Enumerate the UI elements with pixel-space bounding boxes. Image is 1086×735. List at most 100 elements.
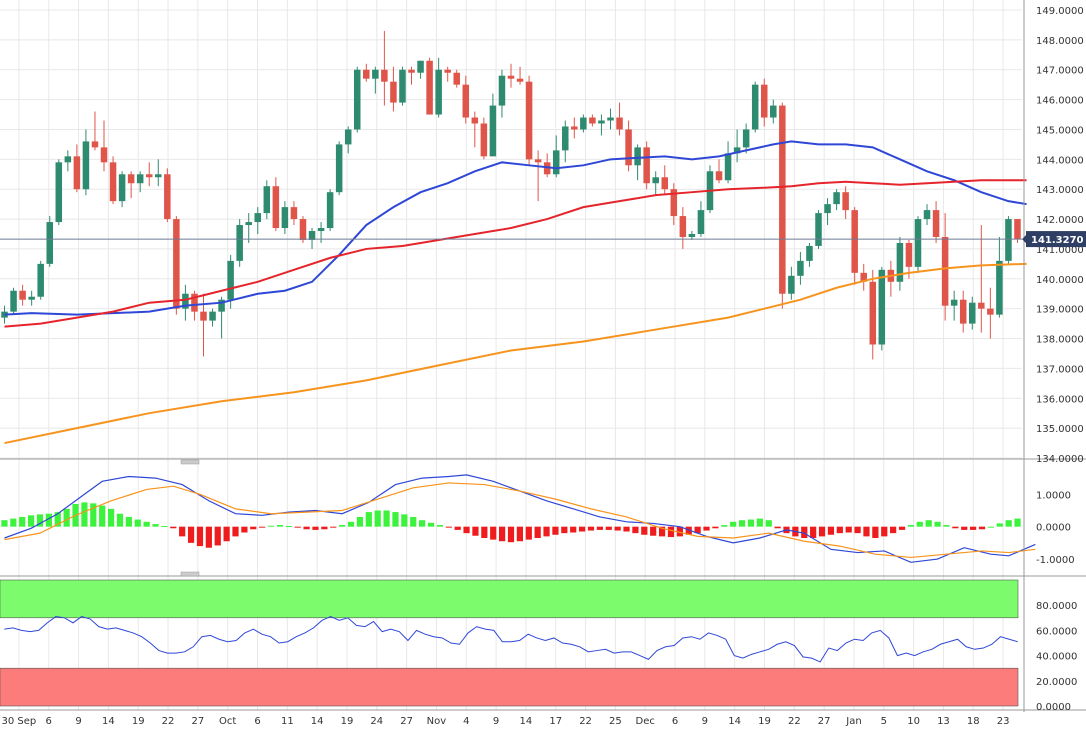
x-tick-label: 10 <box>907 716 920 727</box>
candle-body <box>344 129 352 145</box>
candle-body <box>824 204 831 214</box>
candle-body <box>136 174 144 184</box>
macd-histogram-bar <box>303 526 310 530</box>
x-tick-label: 5 <box>881 716 887 727</box>
x-tick-label: 22 <box>579 716 592 727</box>
macd-histogram-bar <box>730 521 737 527</box>
macd-histogram-bar <box>1014 518 1021 527</box>
candle-body <box>842 192 849 211</box>
macd-histogram-bar <box>419 520 426 527</box>
macd-histogram-bar <box>259 526 266 528</box>
candle-body <box>941 236 949 306</box>
macd-histogram-bar <box>214 526 221 546</box>
candle-body <box>453 72 460 85</box>
candle-body <box>552 150 560 175</box>
y-tick-label: 138.0000 <box>1036 335 1084 346</box>
candle-body <box>372 69 379 79</box>
macd-signal-line <box>4 482 1036 559</box>
x-tick-label: 14 <box>102 716 115 727</box>
macd-histogram-bar <box>685 526 692 535</box>
candle-body <box>46 222 53 264</box>
x-tick-label: 18 <box>967 716 980 727</box>
macd-histogram-bar <box>543 526 550 537</box>
macd-histogram-bar <box>561 526 568 534</box>
macd-histogram-bar <box>587 526 595 531</box>
candle-body <box>227 260 234 300</box>
candle-body <box>670 189 678 217</box>
x-tick-label: 27 <box>818 716 831 727</box>
candle-body <box>245 222 252 226</box>
macd-tick-label: 0.0000 <box>1036 523 1071 534</box>
macd-histogram-bar <box>445 526 452 528</box>
macd-histogram-bar <box>907 525 915 527</box>
y-tick-label: 143.0000 <box>1036 185 1084 196</box>
x-tick-label: 19 <box>341 716 354 727</box>
candle-body <box>516 78 524 82</box>
macd-histogram-bar <box>27 515 35 527</box>
candle-body <box>987 308 994 315</box>
candle-body <box>724 153 732 181</box>
candle-body <box>905 242 913 267</box>
macd-histogram-bar <box>552 526 559 535</box>
rsi-tick-label: 60.0000 <box>1036 626 1077 637</box>
candle-body <box>498 75 506 106</box>
x-tick-label: 6 <box>46 716 52 727</box>
macd-histogram-bar <box>45 513 52 527</box>
candles <box>1 30 1021 548</box>
x-tick-label: 9 <box>493 716 499 727</box>
candle-body <box>489 105 497 157</box>
candle-body <box>308 231 316 240</box>
macd-histogram-bar <box>401 514 408 527</box>
candle-body <box>408 69 415 73</box>
macd-histogram-bar <box>285 526 292 528</box>
candle-body <box>100 147 108 163</box>
candle-body <box>200 311 207 321</box>
macd-histogram-bar <box>747 519 755 527</box>
candle-body <box>399 69 406 103</box>
x-tick-label: 4 <box>463 716 469 727</box>
candle-body <box>896 242 904 282</box>
candle-body <box>851 210 858 273</box>
x-tick-label: 14 <box>311 716 324 727</box>
candle-body <box>688 234 696 237</box>
macd-histogram-bar <box>490 526 497 540</box>
axes <box>0 0 1086 712</box>
candle-body <box>733 147 741 154</box>
candle-body <box>779 105 786 294</box>
y-tick-label: 136.0000 <box>1036 394 1084 405</box>
candle-body <box>679 216 687 237</box>
candle-body <box>923 210 931 220</box>
x-tick-label: 14 <box>728 716 741 727</box>
candle-body <box>37 263 44 297</box>
macd-histogram-bar <box>978 526 986 530</box>
macd-histogram-bar <box>623 526 630 532</box>
candle-body <box>770 105 777 118</box>
candle-body <box>182 293 189 309</box>
y-tick-label: 140.0000 <box>1036 275 1084 286</box>
macd-histogram-bar <box>99 505 106 527</box>
candle-body <box>534 159 542 163</box>
candle-body <box>507 75 515 79</box>
macd-histogram-bar <box>996 523 1003 527</box>
candle-body <box>145 174 153 178</box>
macd-histogram-bar <box>845 526 852 533</box>
macd-histogram-bar <box>436 525 444 527</box>
candle-body <box>751 84 759 130</box>
candle-body <box>435 69 442 115</box>
candle-body <box>860 272 867 282</box>
macd-histogram-bar <box>143 521 150 527</box>
moving-average-line <box>4 262 1027 445</box>
indicator-lines <box>0 140 1036 663</box>
macd-histogram-bar <box>810 526 817 538</box>
candle-body <box>55 162 63 223</box>
macd-histogram-bar <box>836 526 843 534</box>
candle-body <box>218 299 225 312</box>
current-price-label: 141.3270 <box>1031 235 1084 246</box>
macd-histogram-bar <box>410 516 417 527</box>
candle-body <box>462 84 470 118</box>
macd-histogram-bar <box>36 514 44 527</box>
y-tick-label: 139.0000 <box>1036 305 1084 316</box>
candle-body <box>173 219 180 309</box>
macd-histogram-bar <box>676 526 683 537</box>
